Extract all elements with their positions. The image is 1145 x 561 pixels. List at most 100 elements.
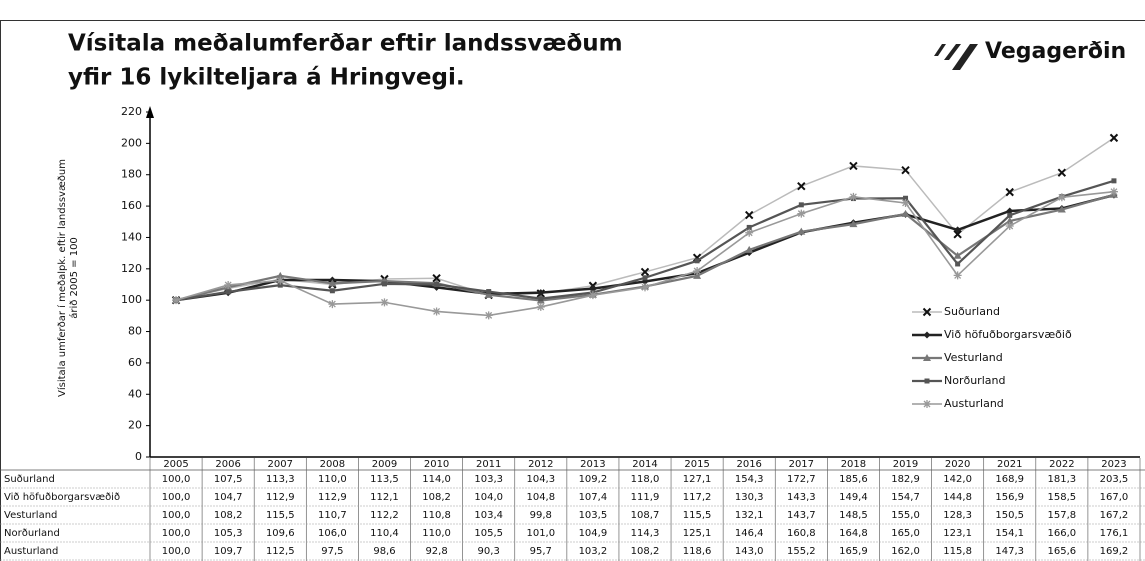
marker: [849, 220, 858, 228]
table-cell: 185,6: [839, 474, 868, 485]
x-tick-label: 2009: [372, 459, 397, 470]
table-cell: 147,3: [995, 546, 1024, 557]
table-cell: 109,2: [579, 474, 608, 485]
table-cell: 181,3: [1048, 474, 1077, 485]
table-cell: 115,8: [943, 546, 972, 557]
y-tick-label: 180: [121, 168, 142, 181]
marker: [328, 300, 337, 309]
table-cell: 148,5: [839, 510, 868, 521]
table-cell: 125,1: [683, 528, 712, 539]
x-tick-label: 2023: [1101, 459, 1126, 470]
legend-label: Austurland: [944, 397, 1004, 410]
table-cell: 109,6: [266, 528, 295, 539]
marker: [276, 276, 285, 285]
table-cell: 103,5: [579, 510, 608, 521]
table-cell: 154,1: [995, 528, 1024, 539]
table-cell: 104,7: [214, 492, 243, 503]
marker: [745, 210, 754, 220]
marker: [901, 165, 910, 175]
table-cell: 154,3: [735, 474, 764, 485]
table-cell: 110,0: [318, 474, 347, 485]
legend-marker: [923, 331, 931, 339]
table-cell: 110,8: [422, 510, 451, 521]
marker: [797, 227, 806, 235]
table-cell: 115,5: [683, 510, 712, 521]
marker: [380, 298, 389, 307]
table-cell: 130,3: [735, 492, 764, 503]
marker: [1111, 178, 1117, 184]
table-cell: 132,1: [735, 510, 764, 521]
marker: [536, 302, 545, 311]
legend-label: Við höfuðborgarsvæðið: [944, 328, 1072, 341]
marker: [225, 289, 231, 295]
table-row-label: Suðurland: [4, 474, 55, 485]
table-cell: 203,5: [1100, 474, 1129, 485]
table-cell: 103,3: [474, 474, 503, 485]
marker: [1006, 207, 1014, 215]
marker: [745, 245, 754, 253]
x-tick-label: 2012: [528, 459, 553, 470]
table-cell: 100,0: [162, 528, 191, 539]
marker: [538, 296, 544, 302]
table-cell: 105,5: [474, 528, 503, 539]
table-cell: 101,0: [526, 528, 555, 539]
table-cell: 97,5: [321, 546, 343, 557]
y-tick-label: 160: [121, 199, 142, 212]
table-cell: 165,9: [839, 546, 868, 557]
marker: [1057, 193, 1066, 202]
marker: [746, 224, 752, 230]
x-tick-label: 2017: [789, 459, 814, 470]
table-cell: 157,8: [1048, 510, 1077, 521]
marker: [694, 258, 700, 264]
marker: [1005, 216, 1014, 224]
marker: [1109, 133, 1119, 143]
table-cell: 146,4: [735, 528, 764, 539]
table-cell: 104,3: [526, 474, 555, 485]
marker: [745, 228, 754, 237]
marker: [1005, 187, 1014, 197]
marker: [901, 198, 910, 207]
table-cell: 95,7: [530, 546, 552, 557]
marker: [1109, 187, 1118, 196]
table-cell: 118,6: [683, 546, 712, 557]
table-cell: 107,4: [579, 492, 608, 503]
table-row-label: Vesturland: [4, 510, 57, 521]
table-cell: 90,3: [478, 546, 500, 557]
marker: [849, 161, 858, 171]
table-cell: 172,7: [787, 474, 816, 485]
table-cell: 110,4: [370, 528, 399, 539]
marker: [953, 230, 962, 239]
marker: [641, 283, 649, 292]
table-cell: 112,2: [370, 510, 399, 521]
table-cell: 162,0: [891, 546, 920, 557]
table-cell: 143,7: [787, 510, 816, 521]
table-cell: 143,0: [735, 546, 764, 557]
table-cell: 104,9: [579, 528, 608, 539]
table-row-label: Norðurland: [4, 528, 60, 539]
table-cell: 112,9: [318, 492, 347, 503]
table-cell: 114,0: [422, 474, 451, 485]
marker: [954, 226, 962, 234]
y-tick-label: 80: [128, 325, 142, 338]
table-cell: 108,2: [422, 492, 451, 503]
logo-icon: [934, 44, 978, 70]
table-cell: 117,2: [683, 492, 712, 503]
table-cell: 160,8: [787, 528, 816, 539]
table-cell: 112,9: [266, 492, 295, 503]
y-tick-label: 120: [121, 262, 142, 275]
table-cell: 108,2: [631, 546, 660, 557]
marker: [955, 261, 961, 267]
marker: [693, 271, 702, 279]
y-tick-label: 60: [128, 356, 142, 369]
logo-text: Vegagerðin: [985, 39, 1126, 64]
table-cell: 103,2: [579, 546, 608, 557]
table-cell: 100,0: [162, 474, 191, 485]
table-cell: 143,3: [787, 492, 816, 503]
table-cell: 111,9: [631, 492, 660, 503]
y-tick-label: 200: [121, 136, 142, 149]
x-tick-label: 2014: [632, 459, 657, 470]
legend-marker: [923, 400, 931, 408]
table-cell: 108,2: [214, 510, 243, 521]
table-cell: 123,1: [943, 528, 972, 539]
x-tick-label: 2020: [945, 459, 970, 470]
